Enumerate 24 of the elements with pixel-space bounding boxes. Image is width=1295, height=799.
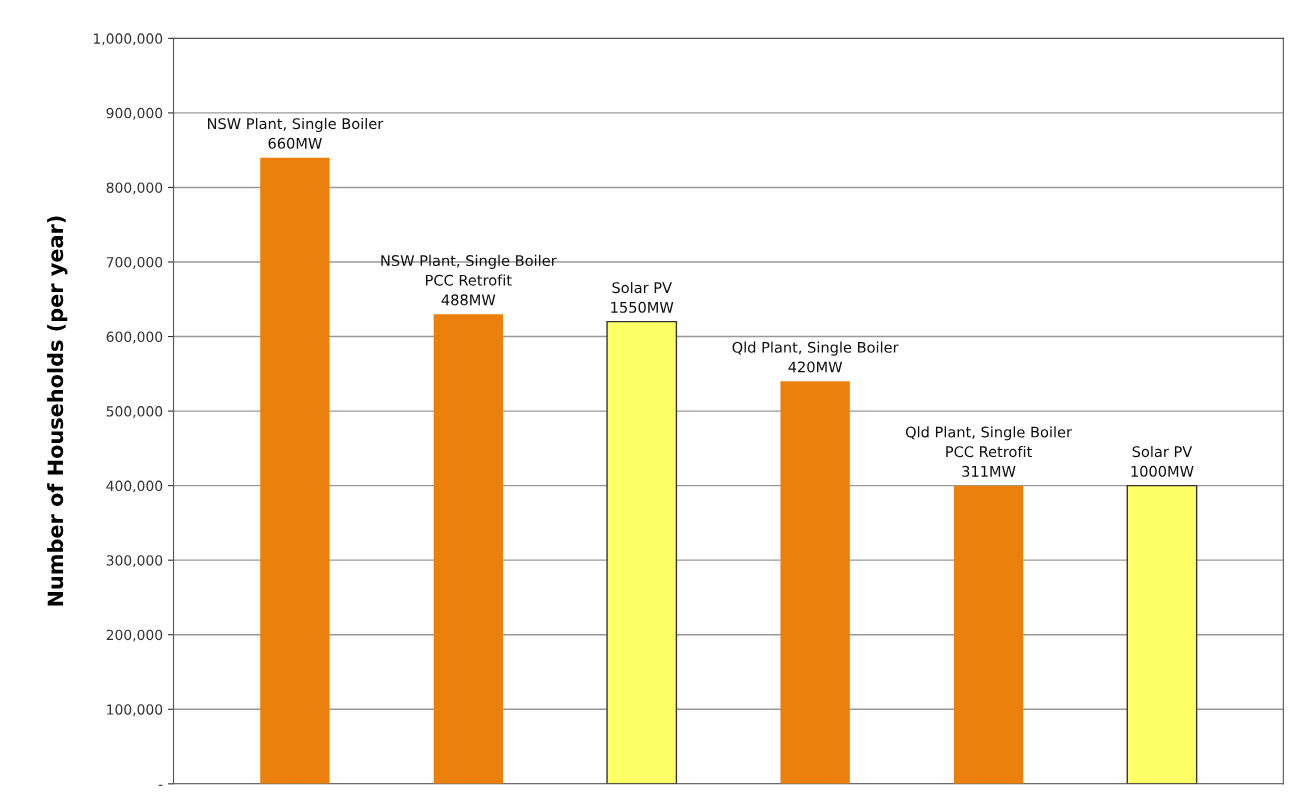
x-tick-label: Solar PV 1550MW	[611, 281, 674, 313]
y-tick-label: 200,000	[106, 629, 163, 642]
bar	[953, 485, 1024, 784]
x-tick-label: NSW Plant, Single Boiler PCC Retrofit 488MW	[381, 254, 557, 306]
bar	[780, 381, 850, 784]
y-tick-label: 1,000,000	[93, 33, 163, 46]
y-tick-label: 300,000	[106, 555, 163, 568]
x-tick-label: Qld Plant, Single Boiler 420MW	[732, 341, 899, 373]
y-tick-label: 400,000	[106, 480, 163, 493]
y-tick-label: 800,000	[106, 182, 163, 195]
y-tick-label: 100,000	[107, 704, 163, 717]
y-tick-label: -	[158, 784, 163, 786]
y-tick-label: 900,000	[106, 107, 163, 120]
y-tick-label: 700,000	[106, 256, 163, 269]
bar	[1126, 484, 1198, 784]
bar	[260, 157, 330, 784]
x-tick-label: Qld Plant, Single Boiler PCC Retrofit 311MW	[905, 426, 1072, 477]
x-tick-label: Solar PV 1000MW	[1131, 445, 1194, 477]
y-axis-title: Number of Households (per year)	[47, 216, 68, 606]
y-tick-label: 600,000	[106, 331, 163, 344]
x-tick-label: NSW Plant, Single Boiler 660MW	[208, 117, 384, 149]
y-tick-label: 500,000	[106, 406, 163, 418]
bar	[433, 314, 504, 784]
bar	[606, 320, 678, 784]
